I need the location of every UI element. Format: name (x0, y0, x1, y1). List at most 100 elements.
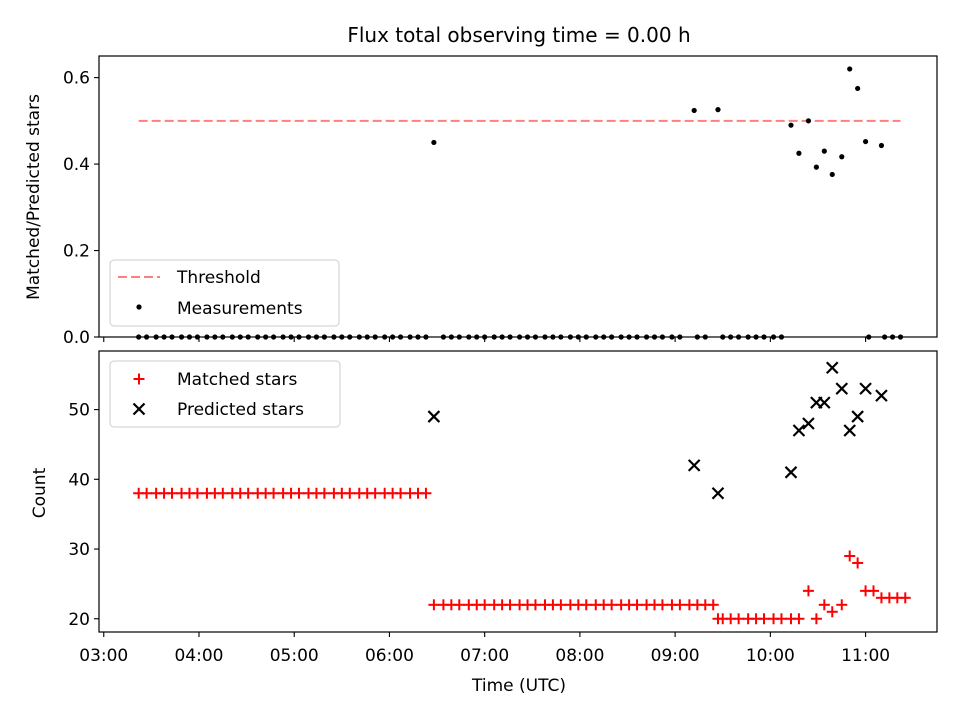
matched-point (344, 487, 356, 499)
measurement-point (839, 154, 845, 160)
x-tick-label: 08:00 (555, 646, 604, 666)
matched-point (818, 599, 830, 611)
legend-matched-swatch (133, 373, 145, 385)
measurement-point (466, 334, 472, 340)
predicted-point (851, 410, 864, 423)
top-legend: Threshold Measurements (109, 259, 340, 327)
matched-point (242, 487, 254, 499)
measurement-point (770, 334, 777, 340)
legend-measurements-swatch (136, 304, 142, 310)
measurement-point (805, 118, 812, 124)
matched-point (844, 550, 856, 562)
predicted-point (427, 410, 441, 423)
measurement-point (634, 334, 640, 340)
measurement-point (507, 334, 513, 340)
x-stroke-b (711, 486, 725, 500)
measurement-point (542, 334, 548, 340)
measurement-point (778, 334, 785, 340)
measurement-point (397, 334, 404, 340)
bottom-y-axis-label: Count (30, 467, 50, 518)
legend-plus-marker (133, 373, 145, 385)
measurement-point (372, 334, 378, 340)
x-stroke-b (818, 396, 831, 409)
x-stroke-b (835, 382, 849, 395)
matched-point (802, 585, 814, 597)
measurement-point (583, 334, 589, 340)
measurement-point (821, 148, 827, 154)
predicted-point (835, 382, 849, 395)
measurement-point (677, 334, 683, 340)
top-y-axis-label: Matched/Predicted stars (24, 94, 44, 300)
matched-point (836, 599, 848, 611)
measurement-point (745, 334, 751, 340)
matched-point (580, 599, 592, 611)
matched-point (793, 613, 805, 625)
measurement-point (407, 334, 413, 340)
matched-point (141, 487, 153, 499)
measurement-point (567, 334, 573, 340)
x-stroke-b (427, 410, 441, 423)
measurement-point (456, 334, 462, 340)
measurement-point (364, 334, 370, 340)
top-y-tick-label: 0.6 (63, 69, 90, 89)
top-y-tick-label: 0.0 (63, 328, 90, 348)
predicted-point (875, 389, 888, 402)
measurement-point (753, 334, 759, 340)
measurement-point (796, 150, 802, 156)
matched-point (606, 599, 618, 611)
x-stroke-b (687, 459, 701, 472)
measurement-point (618, 334, 624, 340)
predicted-point (792, 424, 806, 437)
measurement-point (204, 334, 210, 340)
measurement-point (550, 334, 556, 340)
measurement-point (558, 334, 564, 340)
bottom-legend-box (109, 360, 341, 428)
measurement-point (382, 334, 388, 340)
measurement-point (532, 334, 539, 340)
measurement-point (255, 334, 261, 340)
measurement-point (474, 334, 480, 340)
x-stroke-b (843, 424, 856, 437)
measurement-point (161, 334, 167, 340)
predicted-point (818, 396, 831, 409)
measurement-point (245, 334, 251, 340)
measurement-point (889, 334, 896, 340)
matched-point (453, 599, 465, 611)
top-y-tick-label: 0.2 (63, 242, 90, 262)
matched-point (899, 592, 911, 604)
top-y-ticks: 0.0 0.2 0.4 0.6 (63, 69, 99, 348)
measurement-point (829, 171, 835, 178)
top-legend-box (109, 259, 340, 327)
matched-point (479, 599, 491, 611)
x-stroke-b (859, 382, 872, 395)
matched-point (191, 487, 203, 499)
measurement-point (593, 334, 599, 340)
legend-predicted-swatch (132, 402, 146, 416)
measurement-point (229, 334, 235, 340)
measurement-point (237, 334, 243, 340)
measurement-point (415, 334, 421, 340)
measurement-point (356, 334, 362, 340)
measurement-point (691, 107, 697, 114)
measurement-point (882, 334, 888, 340)
measurement-point (813, 164, 819, 170)
top-y-tick-label: 0.4 (63, 155, 90, 175)
x-stroke-b (825, 361, 839, 375)
x-tick-label: 05:00 (270, 646, 319, 666)
bottom-plot-frame (98, 350, 938, 633)
matched-point (217, 487, 229, 499)
measurement-point (669, 334, 675, 340)
x-stroke-b (851, 410, 864, 423)
measurement-point (390, 334, 396, 340)
x-tick-label: 03:00 (79, 646, 128, 666)
matched-point (826, 606, 838, 618)
measurement-point (715, 107, 721, 113)
matched-point (420, 487, 432, 499)
measurement-point (331, 334, 337, 340)
bottom-y-tick-label: 30 (68, 540, 90, 560)
measurement-point (305, 334, 312, 340)
measurement-point (601, 334, 607, 340)
count-points-layer (133, 361, 911, 625)
